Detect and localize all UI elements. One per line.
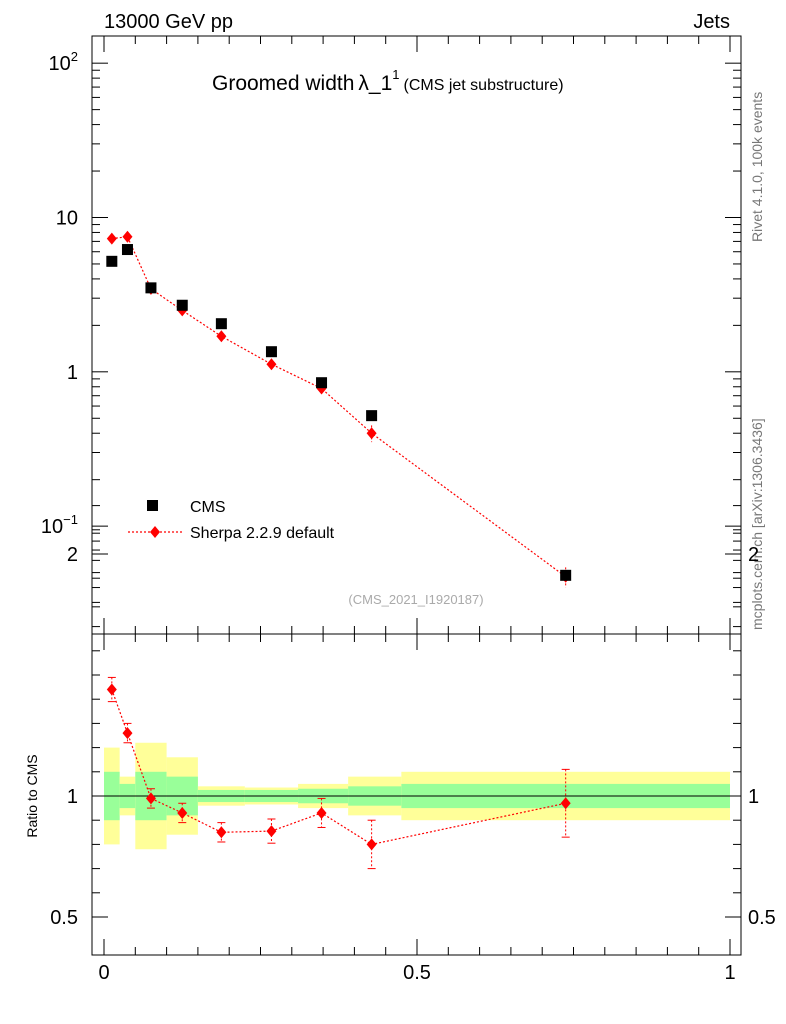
ratio-y-tick-label-right: 0.5 xyxy=(748,907,776,929)
mcplots-reference-label: mcplots.cern.ch [arXiv:1306.3436] xyxy=(749,418,765,630)
legend: CMS Sherpa 2.2.9 default xyxy=(128,499,335,542)
sherpa-point xyxy=(216,330,227,343)
main-panel xyxy=(106,230,572,588)
x-tick-label: 1 xyxy=(724,962,735,984)
cms-point xyxy=(176,299,188,311)
cms-point xyxy=(121,244,133,256)
sherpa-ratio-point xyxy=(216,826,227,839)
analysis-id: (CMS_2021_I1920187) xyxy=(348,592,483,607)
cms-point xyxy=(560,569,572,581)
ratio-axis-label: Ratio to CMS xyxy=(24,754,40,837)
main-y-tick-label: 102 xyxy=(49,49,78,75)
axes: 10−1 1 10 102 0.5 0.5 1 1 2 2 0 0.5 1 xyxy=(41,35,776,984)
cms-point xyxy=(145,282,157,294)
cms-point xyxy=(265,346,277,358)
ratio-uncertainty-bands xyxy=(92,742,741,850)
sherpa-ratio-point xyxy=(266,825,277,838)
sherpa-ratio-point xyxy=(316,806,327,819)
x-tick-label: 0.5 xyxy=(403,962,431,984)
cms-point xyxy=(366,410,378,422)
main-y-tick-label: 10−1 xyxy=(41,512,78,538)
sherpa-ratio-point xyxy=(560,797,571,810)
sherpa-point xyxy=(122,230,133,243)
main-y-tick-label: 10 xyxy=(56,207,78,229)
ratio-y-tick-label: 0.5 xyxy=(50,907,78,929)
sherpa-ratio-point xyxy=(106,683,117,696)
main-frame xyxy=(91,35,742,635)
sherpa-point xyxy=(266,358,277,371)
header-process: Jets xyxy=(693,11,730,33)
cms-point xyxy=(316,377,328,389)
ratio-y-tick-label-right: 1 xyxy=(748,786,759,808)
sherpa-point xyxy=(366,427,377,440)
legend-cms-label: CMS xyxy=(190,499,226,516)
sherpa-ratio-point xyxy=(122,727,133,740)
legend-cms-marker xyxy=(147,500,158,511)
sherpa-ratio-point xyxy=(177,806,188,819)
ratio-y-tick-label: 1 xyxy=(67,786,78,808)
cms-point xyxy=(106,255,118,267)
ratio-panel xyxy=(106,676,571,870)
legend-sherpa-label: Sherpa 2.2.9 default xyxy=(190,525,335,542)
ratio-y-tick-label-right: 2 xyxy=(748,544,759,566)
chart-title: Groomed width λ_11 (CMS jet substructure) xyxy=(212,67,564,95)
sherpa-ratio-point xyxy=(366,838,377,851)
sherpa-line xyxy=(111,236,567,578)
title-main: Groomed width xyxy=(212,72,354,95)
rivet-version-label: Rivet 4.1.0, 100k events xyxy=(749,92,765,242)
sherpa-point xyxy=(106,232,117,245)
header-energy: 13000 GeV pp xyxy=(104,11,233,33)
x-tick-label: 0 xyxy=(98,962,109,984)
main-y-tick-label: 1 xyxy=(67,362,78,384)
cms-point xyxy=(215,318,227,330)
legend-sherpa-marker xyxy=(150,526,160,538)
ratio-y-tick-label: 2 xyxy=(67,544,78,566)
title-lambda: λ_1 xyxy=(358,72,392,95)
sherpa-ratio-point xyxy=(145,792,156,805)
title-superscript: 1 xyxy=(392,67,399,82)
title-subtitle: (CMS jet substructure) xyxy=(404,77,564,94)
